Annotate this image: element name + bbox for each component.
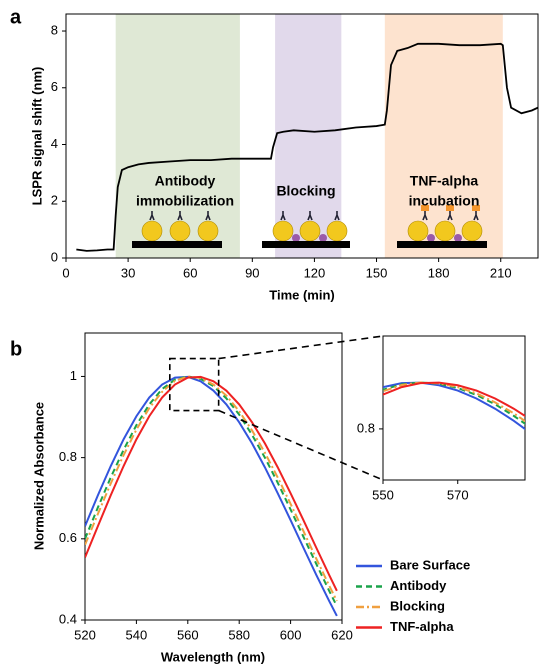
y-tick-label: 4	[51, 136, 58, 151]
zoom-connector	[218, 335, 384, 360]
x-tick-label: 560	[177, 627, 199, 642]
annotation: immobilization	[136, 193, 234, 209]
x-tick-label: 60	[183, 265, 197, 280]
inset-plot-area	[383, 381, 525, 431]
annotation: Antibody	[155, 173, 216, 189]
y-tick-label: 2	[51, 193, 58, 208]
y-tick-label: 0.8	[357, 420, 375, 435]
shaded-region	[384, 14, 503, 258]
x-tick-label: 150	[366, 265, 388, 280]
inset-spectrum-line	[383, 381, 525, 418]
y-tick-label: 0	[51, 249, 58, 264]
y-tick-label: 0.6	[59, 530, 77, 545]
x-axis-label: Wavelength (nm)	[161, 649, 265, 664]
legend-label: Antibody	[390, 578, 447, 593]
x-tick-label: 210	[490, 265, 512, 280]
y-tick-label: 6	[51, 79, 58, 94]
plot-area	[85, 375, 338, 617]
x-tick-label: 570	[447, 487, 469, 502]
y-axis-label: LSPR signal shift (nm)	[29, 67, 44, 206]
panel-label: b	[10, 338, 22, 360]
inset-spectrum-line	[383, 381, 525, 425]
plot-frame	[382, 335, 526, 481]
x-tick-label: 620	[331, 627, 353, 642]
x-tick-label: 600	[280, 627, 302, 642]
signal-line	[76, 42, 538, 252]
y-tick-label: 0.4	[59, 611, 77, 626]
x-tick-label: 180	[428, 265, 450, 280]
inset-spectrum-line	[383, 381, 525, 431]
y-tick-label: 8	[51, 22, 58, 37]
x-axis-label: Time (min)	[269, 287, 335, 302]
legend-label: Blocking	[390, 598, 445, 613]
icons	[132, 205, 487, 248]
zoom-box	[169, 357, 220, 412]
x-tick-label: 540	[126, 627, 148, 642]
x-tick-label: 30	[121, 265, 135, 280]
plot-area	[76, 42, 538, 252]
x-tick-label: 0	[62, 265, 69, 280]
inset-spectrum-line	[383, 381, 525, 423]
annotation: incubation	[409, 193, 480, 209]
x-tick-label: 550	[372, 487, 394, 502]
panel-label: a	[10, 6, 22, 28]
x-tick-label: 580	[228, 627, 250, 642]
spectrum-line	[85, 375, 338, 602]
x-tick-label: 120	[304, 265, 326, 280]
legend-label: Bare Surface	[390, 557, 470, 572]
spectrum-line	[85, 375, 338, 617]
annotation: TNF-alpha	[410, 173, 479, 189]
y-tick-label: 1	[70, 368, 77, 383]
x-tick-label: 520	[74, 627, 96, 642]
y-tick-label: 0.8	[59, 449, 77, 464]
legend-label: TNF-alpha	[390, 619, 454, 634]
zoom-connector	[218, 409, 384, 481]
x-tick-label: 90	[245, 265, 259, 280]
y-axis-label: Normalized Absorbance	[31, 402, 46, 550]
shaded-region	[115, 14, 240, 258]
spectrum-line	[85, 375, 338, 607]
plot-frame	[65, 13, 539, 259]
plot-frame	[84, 332, 343, 621]
spectrum-line	[85, 375, 338, 592]
annotation: Blocking	[276, 183, 335, 199]
